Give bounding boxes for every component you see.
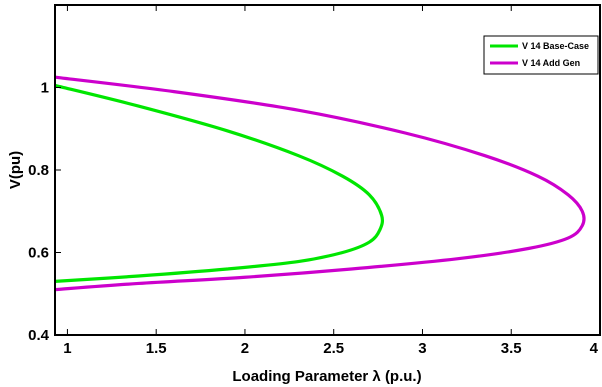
x-tick-label: 3	[418, 340, 426, 357]
series-line-add-gen	[54, 75, 586, 292]
x-axis-label: Loading Parameter λ (p.u.)	[232, 368, 421, 385]
series-layer	[54, 75, 586, 292]
legend-box	[483, 35, 599, 75]
x-tick-label: 3.5	[501, 340, 522, 357]
legend-label-add-gen: V 14 Add Gen	[522, 58, 580, 68]
y-tick-label: 1	[41, 80, 49, 97]
legend-label-base-case: V 14 Base-Case	[522, 41, 589, 51]
x-axis-ticks: 1 1.5 2 2.5 3 3.5 4	[63, 5, 601, 357]
plot-frame	[54, 4, 601, 336]
x-tick-label: 2.5	[323, 340, 344, 357]
series-line-base-case	[54, 83, 385, 283]
y-tick-label: 0.8	[28, 162, 49, 179]
x-tick-label: 1.5	[146, 340, 167, 357]
y-tick-label: 0.4	[28, 327, 50, 344]
x-tick-label: 4	[590, 340, 599, 357]
y-tick-label: 0.6	[28, 245, 49, 262]
x-tick-label: 1	[63, 340, 71, 357]
y-axis-label: V(pu)	[7, 151, 24, 189]
y-axis-ticks: 0.4 0.6 0.8 1	[28, 80, 61, 344]
x-tick-label: 2	[241, 340, 249, 357]
legend: V 14 Base-Case V 14 Add Gen	[483, 35, 599, 75]
